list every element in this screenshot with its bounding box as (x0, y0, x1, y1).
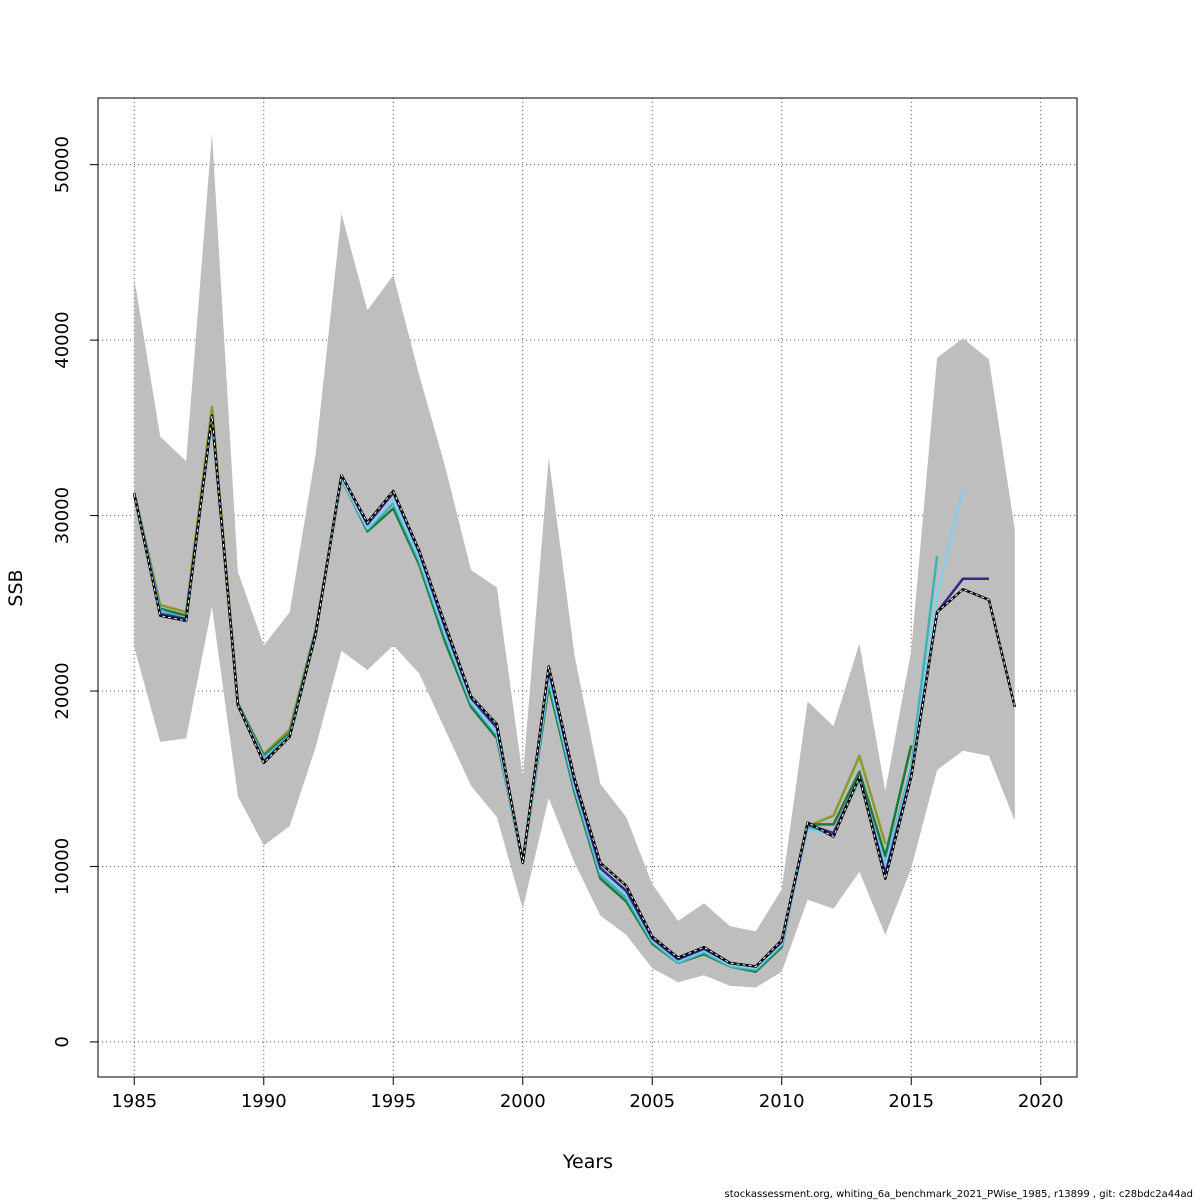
plot-frame (97, 97, 1078, 1078)
y-axis-title: SSB (5, 569, 27, 606)
footer-caption: stockassessment.org, whiting_6a_benchmar… (725, 1189, 1193, 1200)
series-lines (133, 405, 1017, 973)
confidence-band (134, 133, 1015, 988)
x-tick-label: 1985 (111, 1091, 157, 1112)
y-tick-label: 30000 (52, 487, 73, 544)
y-tick-label: 20000 (52, 662, 73, 719)
x-tick-label: 2020 (1018, 1091, 1064, 1112)
x-axis: 1985 1990 1995 2000 2005 2010 2015 2020 (111, 1077, 1064, 1112)
x-tick-label: 2005 (629, 1091, 675, 1112)
x-tick-label: 2015 (888, 1091, 934, 1112)
x-tick-label: 2010 (759, 1091, 805, 1112)
series-line-main-dash (133, 415, 1016, 968)
y-tick-label: 40000 (52, 311, 73, 368)
x-axis-title: Years (562, 1151, 613, 1173)
y-tick-label: 10000 (52, 838, 73, 895)
y-axis: 0 10000 20000 30000 40000 50000 (52, 136, 98, 1048)
y-tick-label: 0 (52, 1036, 73, 1047)
y-tick-label: 50000 (52, 136, 73, 193)
x-tick-label: 1995 (370, 1091, 416, 1112)
x-tick-label: 1990 (241, 1091, 287, 1112)
x-tick-label: 2000 (500, 1091, 546, 1112)
confidence-band-area (134, 133, 1015, 988)
